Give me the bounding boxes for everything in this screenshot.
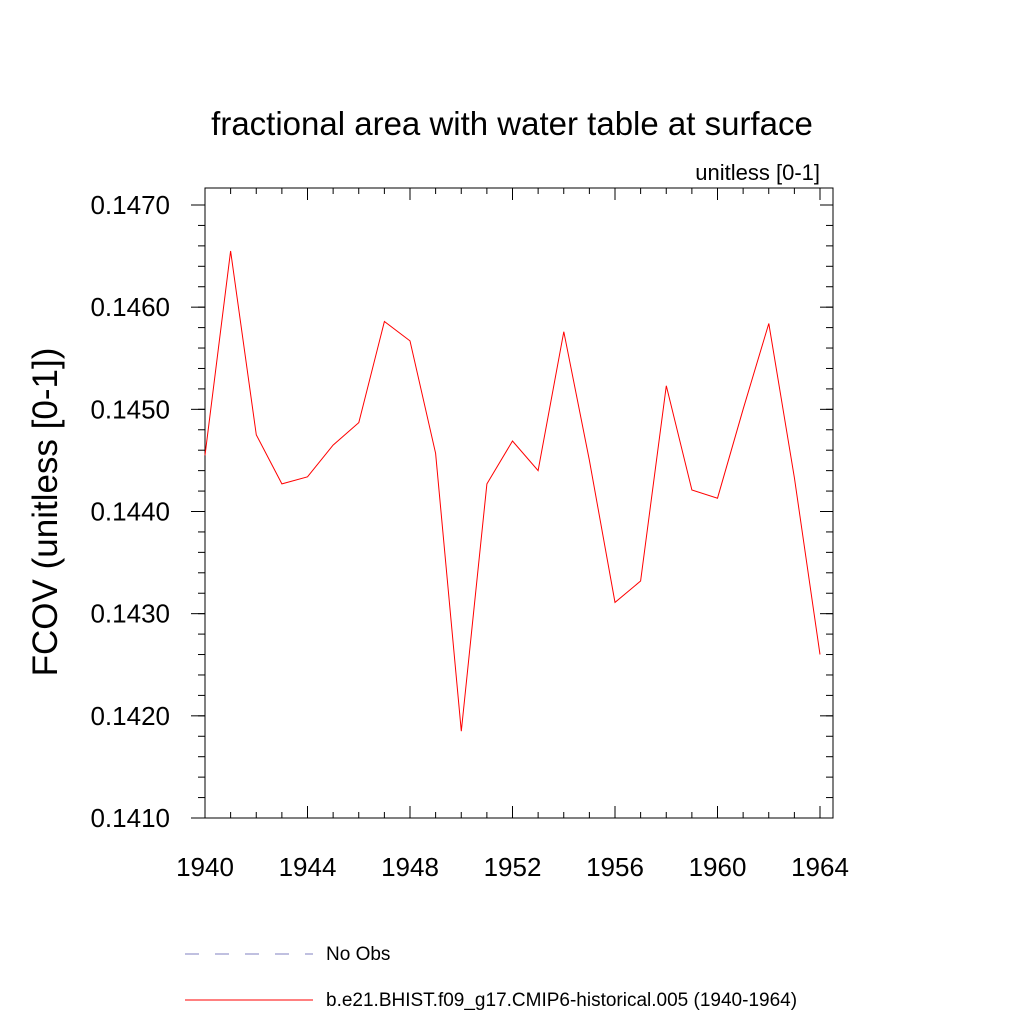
- axis-ticks: [191, 188, 833, 819]
- plot-frame: [204, 187, 834, 819]
- legend-label-historical: b.e21.BHIST.f09_g17.CMIP6-historical.005…: [326, 990, 797, 1011]
- y-tick-label: 0.1410: [90, 803, 170, 833]
- x-tick-labels: 1940 1944 1948 1952 1956 1960 1964: [176, 852, 849, 882]
- x-tick-label: 1944: [279, 852, 337, 882]
- legend: No Obs b.e21.BHIST.f09_g17.CMIP6-histori…: [185, 944, 797, 1011]
- y-tick-label: 0.1460: [90, 292, 170, 322]
- y-tick-label: 0.1440: [90, 497, 170, 527]
- y-axis-label: FCOV (unitless [0-1]): [26, 348, 65, 677]
- chart-subtitle: unitless [0-1]: [695, 160, 820, 185]
- series-line: [204, 250, 821, 732]
- x-tick-label: 1952: [484, 852, 542, 882]
- y-tick-label: 0.1430: [90, 599, 170, 629]
- y-tick-label: 0.1450: [90, 394, 170, 424]
- y-tick-label: 0.1470: [90, 190, 170, 220]
- x-tick-label: 1964: [791, 852, 849, 882]
- x-tick-label: 1956: [586, 852, 644, 882]
- x-tick-label: 1960: [689, 852, 747, 882]
- legend-label-no-obs: No Obs: [326, 944, 390, 965]
- y-tick-labels: 0.1410 0.1420 0.1430 0.1440 0.1450 0.1460 0.14…: [90, 190, 170, 833]
- chart-title: fractional area with water table at surf…: [211, 105, 813, 142]
- x-tick-label: 1940: [176, 852, 234, 882]
- x-tick-label: 1948: [381, 852, 439, 882]
- y-tick-label: 0.1420: [90, 701, 170, 731]
